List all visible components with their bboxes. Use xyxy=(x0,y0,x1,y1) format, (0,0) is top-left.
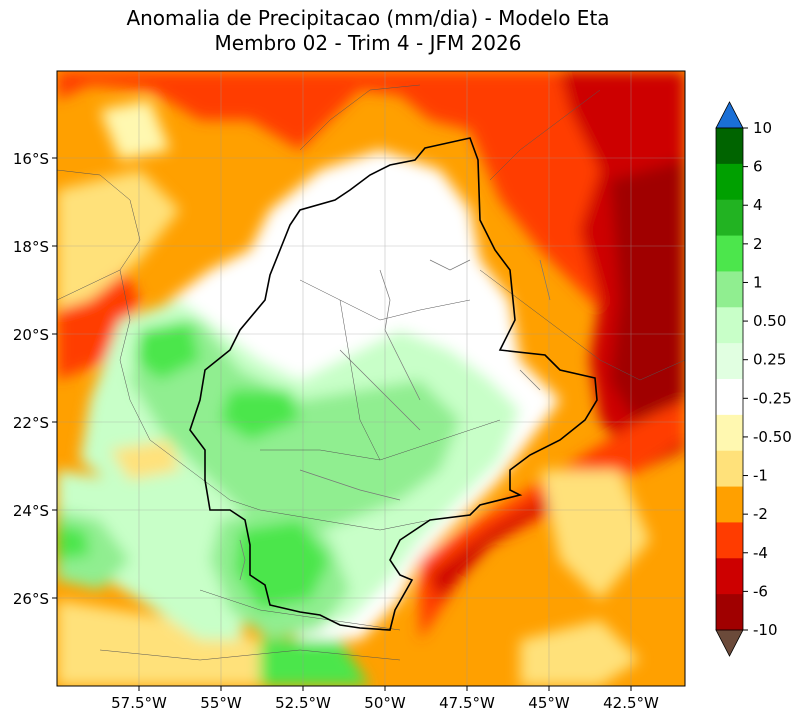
lat-tick-label: 24°S xyxy=(13,502,49,520)
colorbar-segment xyxy=(716,594,743,631)
map-title-line1: Anomalia de Precipitacao (mm/dia) - Mode… xyxy=(126,6,610,30)
colorbar-segment xyxy=(716,235,743,272)
colorbar-label: 1 xyxy=(753,273,763,291)
colorbar-segment xyxy=(716,271,743,308)
state-borders xyxy=(57,84,685,661)
lon-tick-label: 57.5°W xyxy=(111,694,167,712)
colorbar-label: -4 xyxy=(753,544,768,562)
colorbar-label: 6 xyxy=(753,158,763,176)
lat-tick-label: 22°S xyxy=(13,414,49,432)
colorbar-segment xyxy=(716,379,743,416)
colorbar-label: -6 xyxy=(753,582,768,600)
precipitation-anomaly-field xyxy=(57,71,685,686)
lon-tick-label: 47.5°W xyxy=(439,694,495,712)
colorbar-segment xyxy=(716,199,743,237)
colorbar-segment xyxy=(716,522,743,559)
lon-tick-label: 45°W xyxy=(528,694,570,712)
colorbar-segment xyxy=(716,307,743,344)
colorbar-label: 2 xyxy=(753,235,763,253)
lat-tick-label: 18°S xyxy=(13,238,49,256)
colorbar-label: -1 xyxy=(753,467,768,485)
colorbar-label: 0.50 xyxy=(753,312,786,330)
longitude-axis: 57.5°W 55°W 52.5°W 50°W 47.5°W 45°W 42.5… xyxy=(111,686,659,712)
colorbar-label: 4 xyxy=(753,196,763,214)
colorbar-label: -10 xyxy=(753,621,778,639)
colorbar-segment xyxy=(716,414,743,452)
colorbar-segment xyxy=(716,450,743,488)
rivers xyxy=(239,259,551,581)
colorbar-label: 0.25 xyxy=(753,351,786,369)
colorbar-label: 10 xyxy=(753,119,772,137)
lon-tick-label: 42.5°W xyxy=(603,694,659,712)
colorbar-label: -0.50 xyxy=(753,428,792,446)
colorbar-under-triangle xyxy=(715,629,744,657)
colorbar-over-triangle xyxy=(715,101,744,129)
colorbar-label: -2 xyxy=(753,505,768,523)
lon-tick-label: 55°W xyxy=(200,694,242,712)
lat-tick-label: 20°S xyxy=(13,326,49,344)
colorbar-segment xyxy=(716,343,743,380)
colorbar-label: -0.25 xyxy=(753,389,792,407)
lon-tick-label: 50°W xyxy=(364,694,406,712)
lat-tick-label: 16°S xyxy=(13,150,49,168)
colorbar-segment xyxy=(716,486,743,523)
basin-outline xyxy=(189,137,598,631)
lat-tick-label: 26°S xyxy=(13,590,49,608)
colorbar-segment xyxy=(716,558,743,595)
map-title-line2: Membro 02 - Trim 4 - JFM 2026 xyxy=(214,31,522,55)
colorbar-segment xyxy=(716,163,743,201)
lon-tick-label: 52.5°W xyxy=(275,694,331,712)
latitude-axis: 16°S 18°S 20°S 22°S 24°S 26°S xyxy=(13,150,57,608)
colorbar: 10 6 4 2 1 0.50 0.25 -0.25 -0.50 -1 -2 -4 -6 -10 xyxy=(715,101,792,657)
colorbar-segment xyxy=(716,128,743,165)
